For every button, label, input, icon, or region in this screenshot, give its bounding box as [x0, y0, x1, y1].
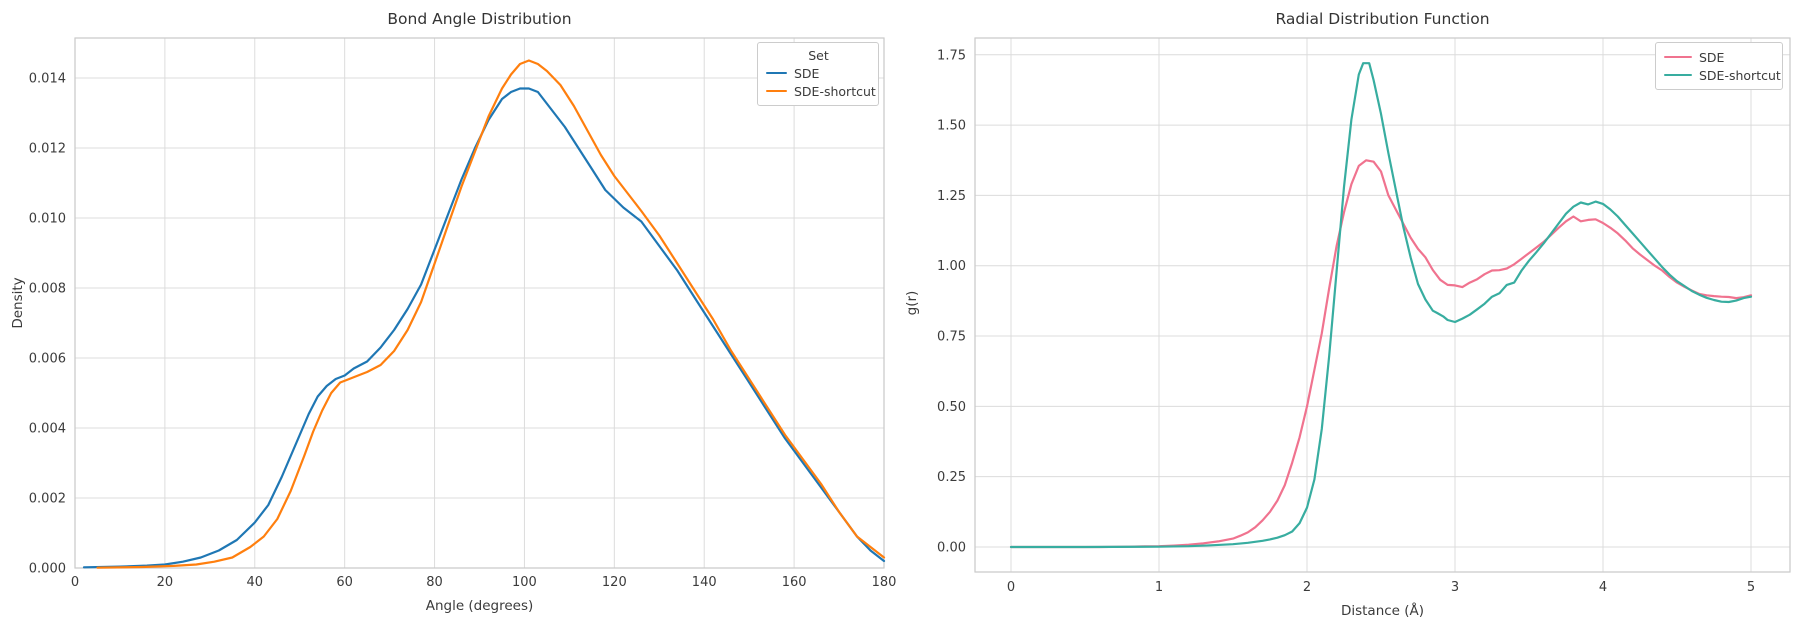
y-tick-label: 1.75 — [937, 48, 966, 63]
legend-label: SDE-shortcut — [1699, 67, 1781, 83]
legend: Set SDE SDE-shortcut — [757, 42, 879, 106]
legend-item-sde: SDE — [766, 64, 871, 82]
x-tick-label: 20 — [157, 575, 174, 590]
legend-label: SDE-shortcut — [794, 83, 876, 99]
legend-title: Set — [808, 48, 829, 63]
series-line-SDE — [1009, 159, 1753, 549]
x-tick-label: 80 — [426, 575, 443, 590]
x-tick-label: 140 — [692, 575, 717, 590]
plot-area: 0 1 2 3 4 5 0.00 0.25 0.50 0.75 1.00 1.25 1.50 1.75 — [937, 37, 1791, 595]
x-tick-label: 4 — [1599, 580, 1607, 595]
legend-item-sde: SDE — [1664, 48, 1775, 66]
plot-border — [974, 37, 1791, 573]
y-tick-label: 0.010 — [29, 212, 66, 227]
chart-title: Bond Angle Distribution — [387, 10, 572, 28]
legend-line-sde-shortcut — [766, 89, 787, 93]
y-tick-label: 1.50 — [937, 119, 966, 134]
legend-line-sde — [766, 71, 787, 75]
x-tick-label: 160 — [782, 575, 807, 590]
legend-label: SDE — [794, 65, 820, 81]
series-line-SDE-shortcut — [1009, 62, 1753, 549]
y-tick-label: 0.25 — [937, 470, 966, 485]
legend-item-sde-shortcut: SDE-shortcut — [766, 82, 876, 100]
x-tick-label: 60 — [336, 575, 353, 590]
y-tick-label: 1.25 — [937, 189, 966, 204]
x-tick-label: 2 — [1303, 580, 1311, 595]
x-tick-label: 180 — [872, 575, 897, 590]
y-tick-label: 0.75 — [937, 330, 966, 345]
y-tick-label: 0.014 — [29, 72, 66, 87]
x-tick-label: 0 — [71, 575, 79, 590]
legend: SDE SDE-shortcut — [1655, 42, 1783, 90]
x-axis-label: Angle (degrees) — [425, 598, 534, 614]
y-tick-label: 0.006 — [29, 352, 66, 367]
plot-border — [74, 37, 885, 569]
x-axis-label: Distance (Å) — [1340, 603, 1425, 619]
y-tick-label: 0.012 — [29, 142, 66, 157]
legend-line-sde — [1664, 55, 1692, 59]
legend-label: SDE — [1699, 49, 1725, 65]
plot-area: 0 20 40 60 80 100 120 140 160 180 0.000 0.002 0.004 0… — [29, 37, 897, 590]
y-tick-label: 1.00 — [937, 259, 966, 274]
x-tick-label: 40 — [247, 575, 264, 590]
y-tick-label: 0.000 — [29, 562, 66, 577]
chart-title: Radial Distribution Function — [1275, 10, 1490, 28]
y-tick-label: 0.00 — [937, 540, 966, 555]
x-tick-label: 5 — [1747, 580, 1755, 595]
y-tick-label: 0.008 — [29, 282, 66, 297]
legend-line-sde-shortcut — [1664, 73, 1692, 77]
y-tick-label: 0.004 — [29, 422, 66, 437]
x-tick-label: 100 — [512, 575, 537, 590]
x-tick-label: 3 — [1451, 580, 1459, 595]
x-tick-label: 0 — [1007, 580, 1015, 595]
x-tick-label: 120 — [602, 575, 627, 590]
radial-distribution-chart: Radial Distribution Function g(r) Distan… — [900, 0, 1800, 627]
legend-item-sde-shortcut: SDE-shortcut — [1664, 66, 1781, 84]
y-tick-label: 0.50 — [937, 400, 966, 415]
x-tick-label: 1 — [1155, 580, 1163, 595]
y-tick-label: 0.002 — [29, 492, 66, 507]
series-line-SDE — [82, 87, 886, 569]
series-line-SDE-shortcut — [96, 59, 886, 569]
bond-angle-chart: Bond Angle Distribution Density Angle (d… — [10, 10, 897, 614]
